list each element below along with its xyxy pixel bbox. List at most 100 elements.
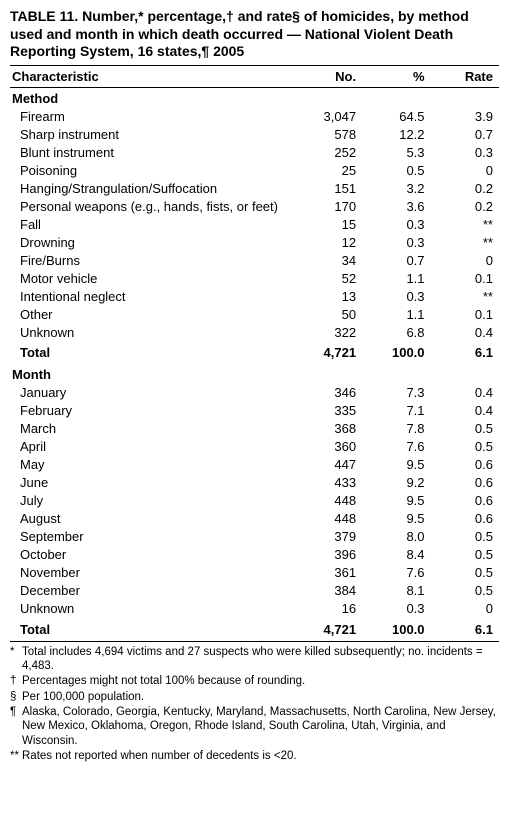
row-rate: 0.5 <box>431 528 499 546</box>
row-pct: 9.5 <box>362 492 430 510</box>
row-no: 360 <box>294 438 362 456</box>
row-pct: 0.3 <box>362 233 430 251</box>
row-no: 34 <box>294 251 362 269</box>
footnote: †Percentages might not total 100% becaus… <box>10 674 499 688</box>
row-rate: 0.3 <box>431 143 499 161</box>
row-pct: 3.6 <box>362 197 430 215</box>
row-label: Motor vehicle <box>10 269 294 287</box>
footnote-marker: * <box>10 645 22 674</box>
total-pct: 100.0 <box>362 618 430 642</box>
row-rate: 0.5 <box>431 420 499 438</box>
row-no: 12 <box>294 233 362 251</box>
table-row: Hanging/Strangulation/Suffocation1513.20… <box>10 179 499 197</box>
total-pct: 100.0 <box>362 341 430 364</box>
row-rate: 0.6 <box>431 510 499 528</box>
header-rate: Rate <box>431 65 499 87</box>
row-pct: 0.3 <box>362 215 430 233</box>
table-row: May4479.50.6 <box>10 456 499 474</box>
table-row: Unknown160.30 <box>10 600 499 618</box>
row-label: June <box>10 474 294 492</box>
row-no: 368 <box>294 420 362 438</box>
row-rate: 3.9 <box>431 107 499 125</box>
row-label: April <box>10 438 294 456</box>
row-pct: 6.8 <box>362 323 430 341</box>
total-no: 4,721 <box>294 618 362 642</box>
row-label: November <box>10 564 294 582</box>
row-pct: 9.2 <box>362 474 430 492</box>
row-pct: 0.5 <box>362 161 430 179</box>
table-row: July4489.50.6 <box>10 492 499 510</box>
table-title: TABLE 11. Number,* percentage,† and rate… <box>10 8 499 61</box>
row-rate: 0 <box>431 251 499 269</box>
footnote-marker: § <box>10 690 22 704</box>
row-rate: 0.2 <box>431 179 499 197</box>
footnote: ¶Alaska, Colorado, Georgia, Kentucky, Ma… <box>10 705 499 748</box>
row-pct: 3.2 <box>362 179 430 197</box>
table-row: June4339.20.6 <box>10 474 499 492</box>
row-pct: 5.3 <box>362 143 430 161</box>
row-rate: 0.2 <box>431 197 499 215</box>
table-row: December3848.10.5 <box>10 582 499 600</box>
header-pct: % <box>362 65 430 87</box>
section-label: Method <box>10 87 499 107</box>
row-pct: 0.3 <box>362 600 430 618</box>
footnote: *Total includes 4,694 victims and 27 sus… <box>10 645 499 674</box>
row-label: February <box>10 402 294 420</box>
row-label: August <box>10 510 294 528</box>
row-label: January <box>10 384 294 402</box>
row-no: 335 <box>294 402 362 420</box>
row-no: 3,047 <box>294 107 362 125</box>
row-label: July <box>10 492 294 510</box>
row-pct: 8.4 <box>362 546 430 564</box>
table-row: November3617.60.5 <box>10 564 499 582</box>
row-rate: 0.7 <box>431 125 499 143</box>
row-rate: 0.4 <box>431 402 499 420</box>
row-label: September <box>10 528 294 546</box>
row-rate: 0 <box>431 600 499 618</box>
footnote: §Per 100,000 population. <box>10 690 499 704</box>
table-row: Motor vehicle521.10.1 <box>10 269 499 287</box>
row-no: 50 <box>294 305 362 323</box>
row-no: 448 <box>294 510 362 528</box>
row-no: 448 <box>294 492 362 510</box>
row-pct: 0.7 <box>362 251 430 269</box>
section-header: Method <box>10 87 499 107</box>
table-row: March3687.80.5 <box>10 420 499 438</box>
table-row: October3968.40.5 <box>10 546 499 564</box>
row-label: Sharp instrument <box>10 125 294 143</box>
header-no: No. <box>294 65 362 87</box>
row-no: 52 <box>294 269 362 287</box>
row-label: Fall <box>10 215 294 233</box>
total-row: Total4,721100.06.1 <box>10 618 499 642</box>
footnote-marker: ** <box>10 749 22 763</box>
row-pct: 7.6 <box>362 438 430 456</box>
table-row: Drowning120.3** <box>10 233 499 251</box>
header-characteristic: Characteristic <box>10 65 294 87</box>
row-pct: 7.1 <box>362 402 430 420</box>
row-no: 25 <box>294 161 362 179</box>
row-rate: 0.1 <box>431 305 499 323</box>
footnote: **Rates not reported when number of dece… <box>10 749 499 763</box>
table-row: January3467.30.4 <box>10 384 499 402</box>
row-rate: ** <box>431 215 499 233</box>
row-rate: ** <box>431 233 499 251</box>
row-no: 433 <box>294 474 362 492</box>
row-label: Personal weapons (e.g., hands, fists, or… <box>10 197 294 215</box>
row-label: Fire/Burns <box>10 251 294 269</box>
row-rate: 0.5 <box>431 438 499 456</box>
section-method: Method Firearm3,04764.53.9 Sharp instrum… <box>10 87 499 364</box>
row-label: Blunt instrument <box>10 143 294 161</box>
section-header: Month <box>10 364 499 384</box>
total-rate: 6.1 <box>431 341 499 364</box>
total-label: Total <box>10 618 294 642</box>
table-row: September3798.00.5 <box>10 528 499 546</box>
section-month: Month January3467.30.4 February3357.10.4… <box>10 364 499 641</box>
row-label: Poisoning <box>10 161 294 179</box>
row-pct: 8.1 <box>362 582 430 600</box>
table-row: Personal weapons (e.g., hands, fists, or… <box>10 197 499 215</box>
row-rate: ** <box>431 287 499 305</box>
row-no: 252 <box>294 143 362 161</box>
row-no: 384 <box>294 582 362 600</box>
row-pct: 1.1 <box>362 269 430 287</box>
row-label: March <box>10 420 294 438</box>
